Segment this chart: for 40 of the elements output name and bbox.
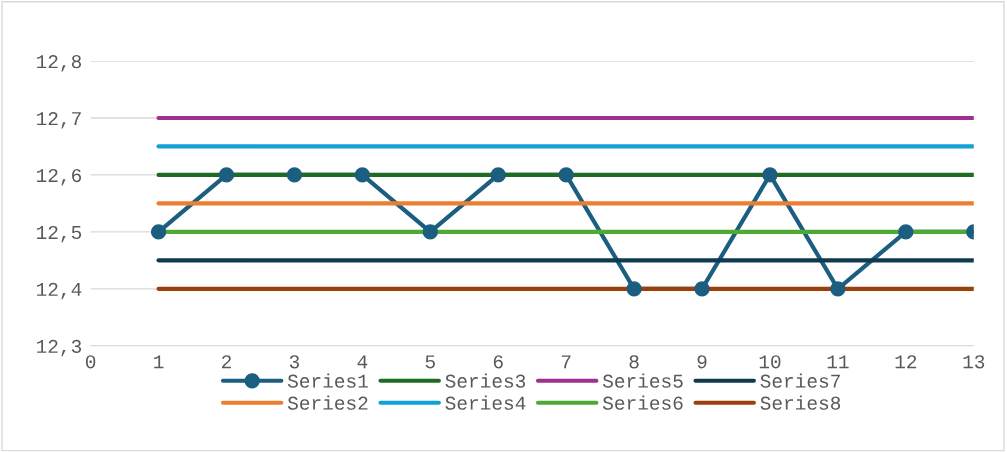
x-tick-label: 0	[85, 355, 96, 369]
x-tick-label: 13	[963, 355, 985, 369]
legend-label: Series1	[287, 373, 368, 388]
x-tick-label: 12	[895, 355, 917, 369]
x-tick-label: 6	[493, 355, 503, 369]
x-tick-label: 5	[425, 355, 435, 369]
x-tick-label: 4	[357, 355, 368, 369]
x-tick-label: 1	[154, 355, 164, 369]
legend-label: Series8	[760, 395, 841, 410]
x-tick-label: 3	[289, 355, 300, 369]
x-tick-label: 11	[827, 355, 849, 369]
legend-label: Series3	[445, 373, 526, 388]
legend-label: Series6	[602, 395, 683, 410]
x-tick-label: 8	[629, 355, 639, 369]
point	[898, 224, 914, 240]
point	[762, 167, 778, 183]
point	[626, 281, 642, 297]
point	[354, 167, 371, 183]
legend-label: Series4	[445, 395, 526, 410]
y-tick-label: 12,7	[37, 112, 81, 129]
point	[150, 224, 167, 240]
legend-label: Series2	[287, 395, 368, 410]
y-tick-label: 12,3	[37, 339, 82, 357]
x-tick-label: 7	[561, 355, 571, 369]
point	[490, 167, 506, 183]
point	[830, 281, 846, 297]
y-tick-label: 12,4	[37, 282, 82, 300]
point	[286, 167, 303, 183]
point	[422, 224, 438, 240]
point	[558, 167, 574, 183]
x-tick-label: 9	[697, 355, 707, 369]
legend-label: Series7	[760, 373, 840, 388]
y-tick-label: 12,5	[37, 225, 82, 243]
point	[694, 281, 710, 297]
y-tick-label: 12,6	[37, 168, 82, 186]
y-tick-label: 12,8	[37, 55, 82, 72]
x-tick-label: 10	[759, 355, 781, 369]
x-tick-label: 2	[222, 355, 231, 369]
legend-label: Series5	[602, 373, 683, 388]
point	[218, 167, 235, 183]
